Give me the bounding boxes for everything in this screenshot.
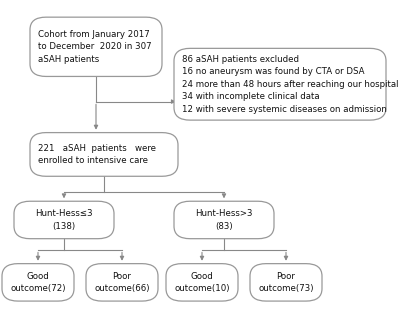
Text: Cohort from January 2017
to December  2020 in 307
aSAH patients: Cohort from January 2017 to December 202…	[38, 30, 152, 64]
Text: Good
outcome(72): Good outcome(72)	[10, 272, 66, 293]
Text: Good
outcome(10): Good outcome(10)	[174, 272, 230, 293]
FancyBboxPatch shape	[30, 17, 162, 76]
FancyBboxPatch shape	[166, 264, 238, 301]
FancyBboxPatch shape	[2, 264, 74, 301]
Text: Hunt-Hess>3
(83): Hunt-Hess>3 (83)	[195, 209, 253, 231]
FancyBboxPatch shape	[86, 264, 158, 301]
Text: 86 aSAH patients excluded
16 no aneurysm was found by CTA or DSA
24 more than 48: 86 aSAH patients excluded 16 no aneurysm…	[182, 55, 398, 114]
FancyBboxPatch shape	[14, 201, 114, 239]
Text: Hunt-Hess≤3
(138): Hunt-Hess≤3 (138)	[35, 209, 93, 231]
FancyBboxPatch shape	[30, 133, 178, 176]
Text: Poor
outcome(73): Poor outcome(73)	[258, 272, 314, 293]
FancyBboxPatch shape	[250, 264, 322, 301]
Text: 221   aSAH  patients   were
enrolled to intensive care: 221 aSAH patients were enrolled to inten…	[38, 144, 156, 165]
FancyBboxPatch shape	[174, 201, 274, 239]
Text: Poor
outcome(66): Poor outcome(66)	[94, 272, 150, 293]
FancyBboxPatch shape	[174, 48, 386, 120]
